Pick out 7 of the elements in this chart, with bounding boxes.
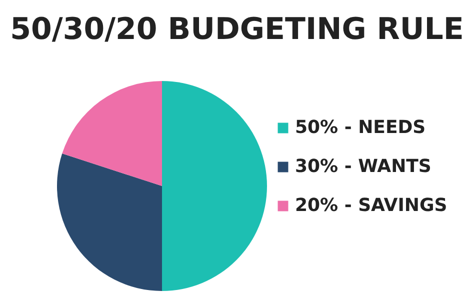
pie-slice — [57, 154, 162, 291]
legend-label: 30% - WANTS — [295, 156, 432, 177]
pie-slice — [62, 81, 162, 186]
chart-title: 50/30/20 BUDGETING RULE — [10, 12, 464, 47]
pie-slice — [162, 81, 267, 291]
legend-label: 50% - NEEDS — [295, 117, 426, 138]
legend-label: 20% - SAVINGS — [295, 195, 448, 216]
